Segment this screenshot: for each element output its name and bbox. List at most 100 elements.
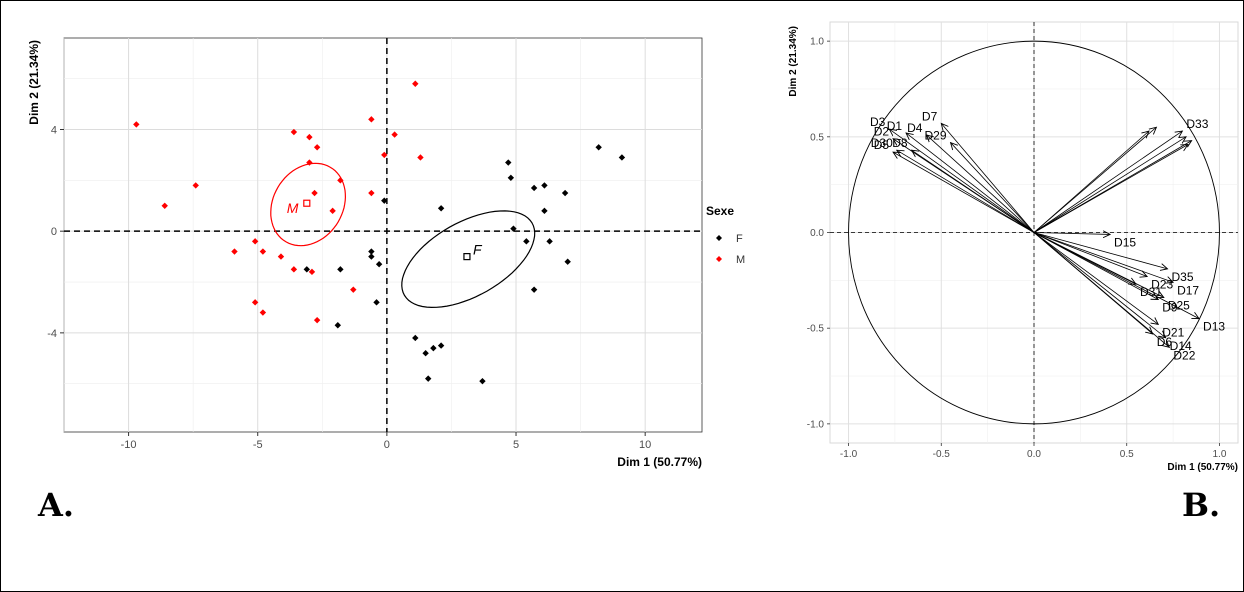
- point-m: [337, 177, 344, 184]
- point-m: [329, 207, 336, 215]
- y-tick-label: 0.5: [810, 132, 824, 143]
- point-m: [311, 189, 318, 197]
- variable-label: D21: [1162, 325, 1184, 339]
- x-axis-title: Dim 1 (50.77%): [1167, 462, 1238, 473]
- point-f: [373, 299, 380, 306]
- point-m: [306, 133, 313, 141]
- variable-label: D22: [1173, 348, 1195, 362]
- point-f: [479, 377, 486, 385]
- x-tick-label: 0: [384, 439, 390, 451]
- variable-label: D5: [874, 138, 890, 152]
- point-m: [277, 253, 285, 260]
- variable-arrow: [1033, 127, 1156, 233]
- point-f: [422, 350, 429, 357]
- legend-label-f: F: [736, 233, 743, 245]
- y-tick-label: 1.0: [810, 37, 824, 48]
- y-tick-label: -4: [47, 328, 57, 340]
- point-f: [368, 253, 375, 260]
- variable-arrow: [1033, 232, 1173, 283]
- point-f: [541, 182, 548, 189]
- point-f: [595, 144, 602, 151]
- y-tick-label: -0.5: [807, 324, 825, 335]
- centroid-m: [303, 199, 311, 207]
- variable-label: D25: [1168, 299, 1190, 313]
- variable-arrow: [1033, 233, 1110, 235]
- variable-label: D2: [874, 125, 890, 139]
- variable-label: D4: [907, 121, 923, 135]
- point-f: [541, 207, 548, 215]
- legend-swatch-m: [716, 256, 722, 262]
- individuals-factor-map: -10 -5 0 5 10 -4 0 4 Dim 1 (50.77%) Dim 2 (21.34%…: [27, 37, 745, 469]
- legend-swatch-f: [716, 235, 722, 241]
- variable-arrow: [941, 123, 1035, 233]
- variable-label: D17: [1177, 283, 1199, 297]
- confidence-ellipse-m: [270, 162, 347, 247]
- point-f: [507, 174, 515, 182]
- point-m: [417, 154, 424, 161]
- point-m: [313, 316, 321, 324]
- x-tick-label: 5: [513, 439, 519, 451]
- centroid-label-m: M: [287, 200, 299, 216]
- x-tick-label: -10: [121, 439, 137, 451]
- variable-arrow: [1033, 144, 1188, 233]
- point-m: [231, 248, 238, 255]
- variable-label: D3: [870, 115, 886, 129]
- y-tick-label: -1.0: [807, 419, 825, 430]
- variable-arrow: [893, 152, 1035, 233]
- y-axis-title: Dim 2 (21.34%): [27, 40, 41, 125]
- panel-label-a: A.: [38, 486, 74, 524]
- variable-label: D9: [1162, 300, 1178, 314]
- point-f: [530, 286, 538, 293]
- point-f: [412, 334, 419, 342]
- point-m: [251, 238, 259, 245]
- point-m: [259, 309, 267, 316]
- confidence-ellipse-f: [401, 210, 536, 309]
- centroid-f: [463, 253, 471, 261]
- point-f: [510, 225, 517, 232]
- x-tick-label: 0.0: [1027, 449, 1041, 460]
- variable-arrow: [1033, 232, 1166, 338]
- variable-label: D35: [1172, 270, 1194, 284]
- point-f: [530, 184, 538, 192]
- legend-label-m: M: [736, 254, 745, 266]
- unit-circle: [848, 40, 1220, 425]
- x-tick-label: 10: [639, 439, 651, 451]
- point-f: [437, 205, 445, 212]
- point-f: [546, 238, 553, 245]
- variable-label: D6: [1157, 335, 1173, 349]
- variable-label: D15: [1114, 235, 1136, 249]
- point-f: [618, 154, 626, 161]
- variable-arrow: [889, 129, 1035, 233]
- point-m: [290, 128, 298, 136]
- x-tick-label: -1.0: [840, 449, 858, 460]
- x-tick-label: -0.5: [933, 449, 951, 460]
- point-m: [290, 266, 298, 273]
- point-f: [334, 322, 341, 329]
- variable-label: D30: [871, 136, 893, 150]
- variable-label: D29: [925, 129, 947, 143]
- point-f: [430, 344, 437, 352]
- variable-arrow: [906, 133, 1035, 233]
- point-m: [133, 121, 140, 128]
- variable-arrow: [1033, 232, 1147, 277]
- y-tick-label: 0.0: [810, 228, 824, 239]
- x-tick-label: 1.0: [1213, 449, 1227, 460]
- variable-arrow: [1033, 232, 1199, 319]
- y-tick-label: 0: [51, 226, 57, 238]
- variables-correlation-circle: -1.0 -0.5 0.0 0.5 1.0 -1.0 -0.5 0.0 0.5 1.0 Dim 1 …: [788, 21, 1239, 473]
- point-m: [161, 202, 168, 209]
- plot-panel: [63, 37, 703, 433]
- panel-label-b: B.: [1182, 486, 1221, 524]
- variable-label: D13: [1203, 320, 1225, 334]
- point-m: [368, 189, 375, 197]
- variable-arrow: [951, 143, 1035, 233]
- y-axis-title: Dim 2 (21.34%): [788, 26, 799, 97]
- variable-arrow: [1033, 232, 1158, 325]
- variable-arrow: [1033, 131, 1182, 233]
- x-tick-label: 0.5: [1120, 449, 1134, 460]
- y-tick-label: 4: [51, 125, 57, 137]
- point-m: [350, 286, 357, 293]
- variable-label: D1: [887, 119, 903, 133]
- point-f: [368, 248, 375, 255]
- point-f: [561, 189, 569, 197]
